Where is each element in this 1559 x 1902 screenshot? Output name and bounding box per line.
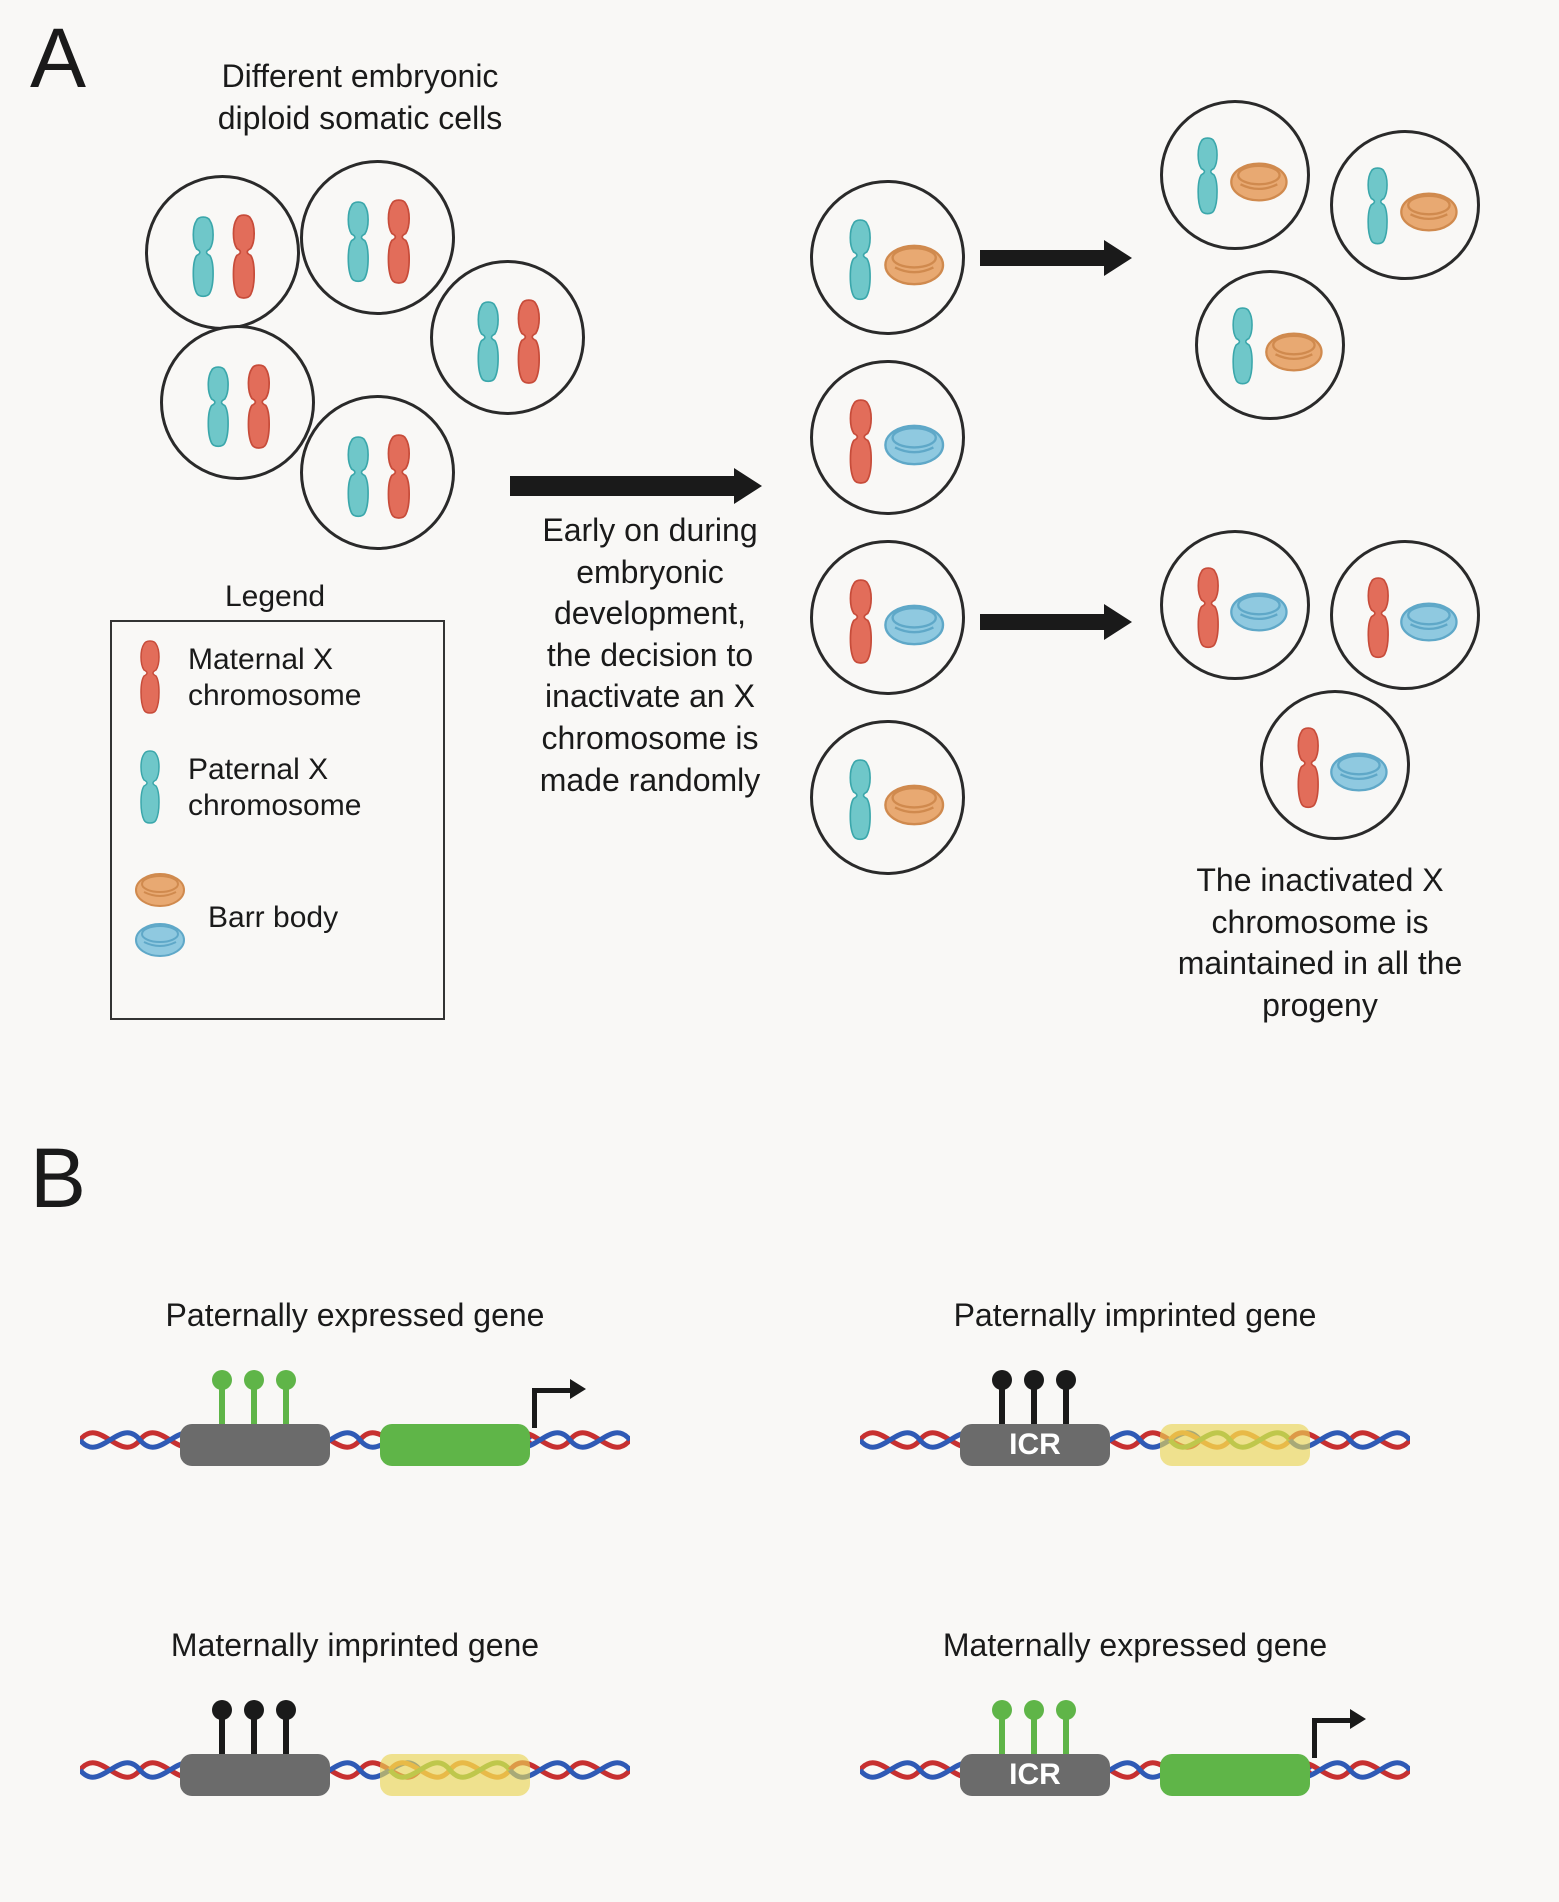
- methyl-icon: [210, 1370, 300, 1430]
- legend-title: Legend: [225, 580, 325, 614]
- initial-cell: [145, 175, 300, 330]
- panel-b-label: B: [30, 1130, 86, 1227]
- methyl-icon: [210, 1700, 300, 1760]
- legend-label: Paternal X chromosome: [188, 752, 361, 824]
- icr-box: [180, 1754, 330, 1796]
- progeny-cell: [1195, 270, 1345, 420]
- legend-item-paternal: Paternal X chromosome: [132, 746, 361, 830]
- progeny-cell: [1260, 690, 1410, 840]
- progeny-cell: [1330, 130, 1480, 280]
- panel-a-label: A: [30, 10, 86, 107]
- progeny-cell: [1160, 530, 1310, 680]
- gene-title: Maternally expressed gene: [920, 1625, 1350, 1667]
- dna-paternally-imprinted: ICR: [860, 1380, 1410, 1500]
- legend-item-barr: Barr body: [132, 866, 338, 970]
- icr-label: ICR: [960, 1758, 1110, 1792]
- dna-maternally-imprinted: [80, 1710, 630, 1830]
- post-cell: [810, 360, 965, 515]
- gene-box: [380, 1754, 530, 1796]
- post-cell: [810, 540, 965, 695]
- legend-label: Maternal X chromosome: [188, 642, 361, 714]
- progeny-cell: [1330, 540, 1480, 690]
- arrow-progeny-top: [980, 250, 1110, 266]
- tss-arrow-icon: [532, 1388, 572, 1428]
- methyl-icon: [990, 1370, 1080, 1430]
- dna-paternally-expressed: [80, 1380, 630, 1500]
- gene-box: [380, 1424, 530, 1466]
- arrow-progeny-bottom: [980, 614, 1110, 630]
- legend-item-maternal: Maternal X chromosome: [132, 636, 361, 720]
- methyl-icon: [990, 1700, 1080, 1760]
- gene-title: Maternally imprinted gene: [140, 1625, 570, 1667]
- gene-box: [1160, 1754, 1310, 1796]
- gene-title: Paternally expressed gene: [140, 1295, 570, 1337]
- legend-label: Barr body: [208, 900, 338, 936]
- post-cell: [810, 720, 965, 875]
- initial-cell: [300, 395, 455, 550]
- tss-arrow-icon: [1312, 1718, 1352, 1758]
- panel-a-title: Different embryonic diploid somatic cell…: [180, 56, 540, 139]
- initial-cell: [160, 325, 315, 480]
- panel-a-midtext: Early on during embryonic development, t…: [520, 510, 780, 801]
- legend-box: Maternal X chromosome Paternal X chromos…: [110, 620, 445, 1020]
- arrow-main: [510, 476, 740, 496]
- gene-box: [1160, 1424, 1310, 1466]
- initial-cell: [300, 160, 455, 315]
- post-cell: [810, 180, 965, 335]
- gene-title: Paternally imprinted gene: [920, 1295, 1350, 1337]
- progeny-cell: [1160, 100, 1310, 250]
- dna-maternally-expressed: ICR: [860, 1710, 1410, 1830]
- icr-box: [180, 1424, 330, 1466]
- panel-a-progeny-text: The inactivated X chromosome is maintain…: [1150, 860, 1490, 1026]
- initial-cell: [430, 260, 585, 415]
- icr-label: ICR: [960, 1428, 1110, 1462]
